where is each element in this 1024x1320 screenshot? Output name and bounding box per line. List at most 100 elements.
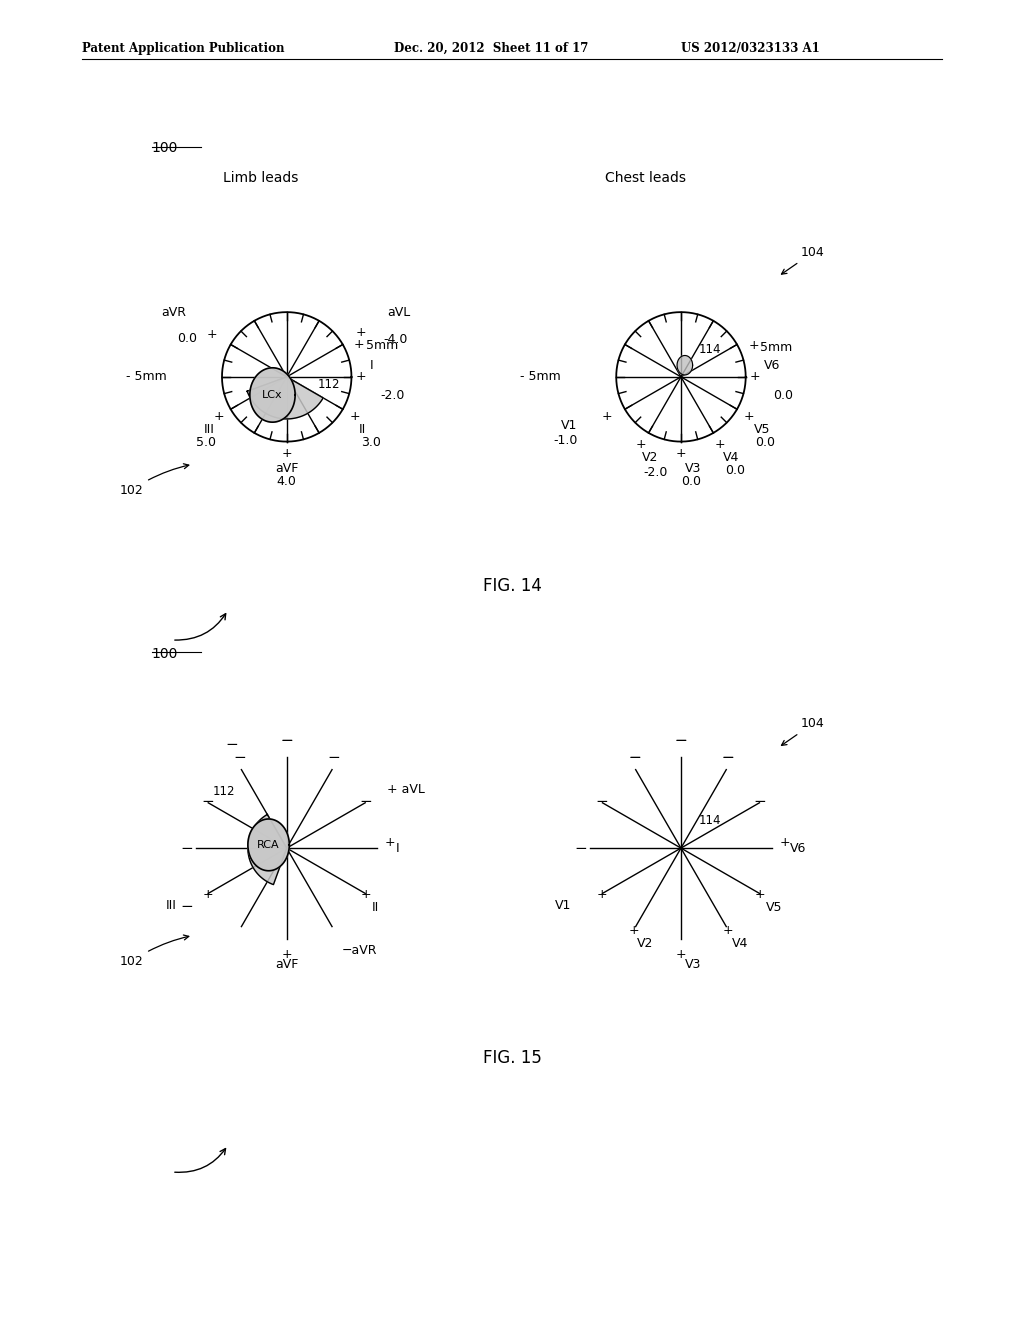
Text: - 5mm: - 5mm [126,371,167,383]
Text: V1: V1 [561,418,578,432]
Text: −: − [574,841,587,855]
Text: V5: V5 [766,902,783,915]
Text: 0.0: 0.0 [773,388,793,401]
Text: V2: V2 [637,937,653,950]
Text: 102: 102 [120,935,188,968]
Text: −: − [628,750,641,766]
Text: US 2012/0323133 A1: US 2012/0323133 A1 [681,42,819,55]
Text: RCA: RCA [257,840,280,850]
Text: V1: V1 [555,899,571,912]
Text: +: + [360,888,371,902]
Text: 114: 114 [699,814,722,828]
Text: II: II [359,424,367,437]
Text: V5: V5 [754,424,770,437]
Text: Dec. 20, 2012  Sheet 11 of 17: Dec. 20, 2012 Sheet 11 of 17 [394,42,589,55]
Text: −: − [327,750,340,766]
Text: +: + [282,949,292,961]
Text: +: + [597,888,607,902]
Text: III: III [204,424,214,437]
Text: V4: V4 [723,451,739,465]
Text: 0.0: 0.0 [177,331,198,345]
Text: −: − [202,795,214,809]
Text: −aVR: −aVR [342,944,377,957]
Text: -2.0: -2.0 [643,466,668,479]
Text: +: + [629,924,640,937]
Text: 104: 104 [781,717,824,746]
Text: −: − [754,795,766,809]
Text: −: − [359,795,372,809]
Text: 104: 104 [781,246,824,275]
Text: −: − [628,750,641,766]
Text: 5mm: 5mm [366,339,398,352]
Text: +: + [356,371,367,383]
Text: +: + [715,438,725,451]
Text: +: + [354,338,365,351]
Text: −: − [721,750,734,766]
Text: 112: 112 [212,784,234,797]
Polygon shape [677,355,692,375]
Text: aVR: aVR [162,306,186,318]
Text: 100: 100 [152,141,178,156]
Text: V2: V2 [642,451,658,465]
Text: Chest leads: Chest leads [604,172,686,185]
Text: - 5mm: - 5mm [520,371,561,383]
Text: +: + [755,888,765,902]
Text: Limb leads: Limb leads [223,172,299,185]
Text: -2.0: -2.0 [381,388,404,401]
Text: 5mm: 5mm [760,342,793,354]
Text: 0.0: 0.0 [725,465,745,478]
Text: −: − [281,733,293,747]
Text: +: + [743,411,755,424]
Text: III: III [166,899,177,912]
Text: +: + [722,924,733,937]
Text: −: − [675,733,687,747]
Text: −: − [225,738,238,752]
Text: +: + [676,446,686,459]
Text: 0.0: 0.0 [756,437,775,449]
Text: 5.0: 5.0 [196,437,215,449]
Text: 4.0: 4.0 [276,475,297,488]
Text: I: I [370,359,373,372]
Text: −: − [721,750,734,766]
Text: −: − [281,733,293,747]
Text: -1.0: -1.0 [553,434,578,447]
Text: 112: 112 [317,378,340,391]
Text: +: + [203,888,213,902]
Text: −: − [180,841,193,855]
Text: V6: V6 [764,359,780,372]
Text: + aVL: + aVL [387,783,425,796]
Text: aVL: aVL [387,306,411,318]
Text: −: − [233,750,247,766]
Text: +: + [636,438,646,451]
Text: +: + [676,949,686,961]
Text: LCx: LCx [262,389,283,400]
Polygon shape [250,368,295,422]
Text: +: + [385,837,395,850]
Text: +: + [349,411,360,424]
Text: +: + [601,411,611,424]
Text: 100: 100 [152,647,178,661]
Text: +: + [751,371,761,383]
Text: −: − [180,899,193,913]
Text: −: − [675,733,687,747]
Text: aVF: aVF [275,462,298,475]
Text: II: II [372,902,380,915]
Text: V6: V6 [790,842,806,854]
Text: +: + [779,837,790,850]
Text: +: + [356,326,367,339]
Text: +: + [749,339,759,352]
Text: −: − [596,795,608,809]
Text: -4.0: -4.0 [384,333,409,346]
Text: +: + [213,411,224,424]
Text: FIG. 15: FIG. 15 [482,1048,542,1067]
Text: I: I [395,842,399,854]
Polygon shape [247,378,324,418]
Text: aVF: aVF [275,958,298,972]
Text: V3: V3 [685,462,701,475]
Text: 3.0: 3.0 [361,437,381,449]
Text: 102: 102 [120,463,188,496]
Text: Patent Application Publication: Patent Application Publication [82,42,285,55]
Polygon shape [248,814,287,884]
Text: 114: 114 [699,343,722,356]
Text: FIG. 14: FIG. 14 [482,577,542,595]
